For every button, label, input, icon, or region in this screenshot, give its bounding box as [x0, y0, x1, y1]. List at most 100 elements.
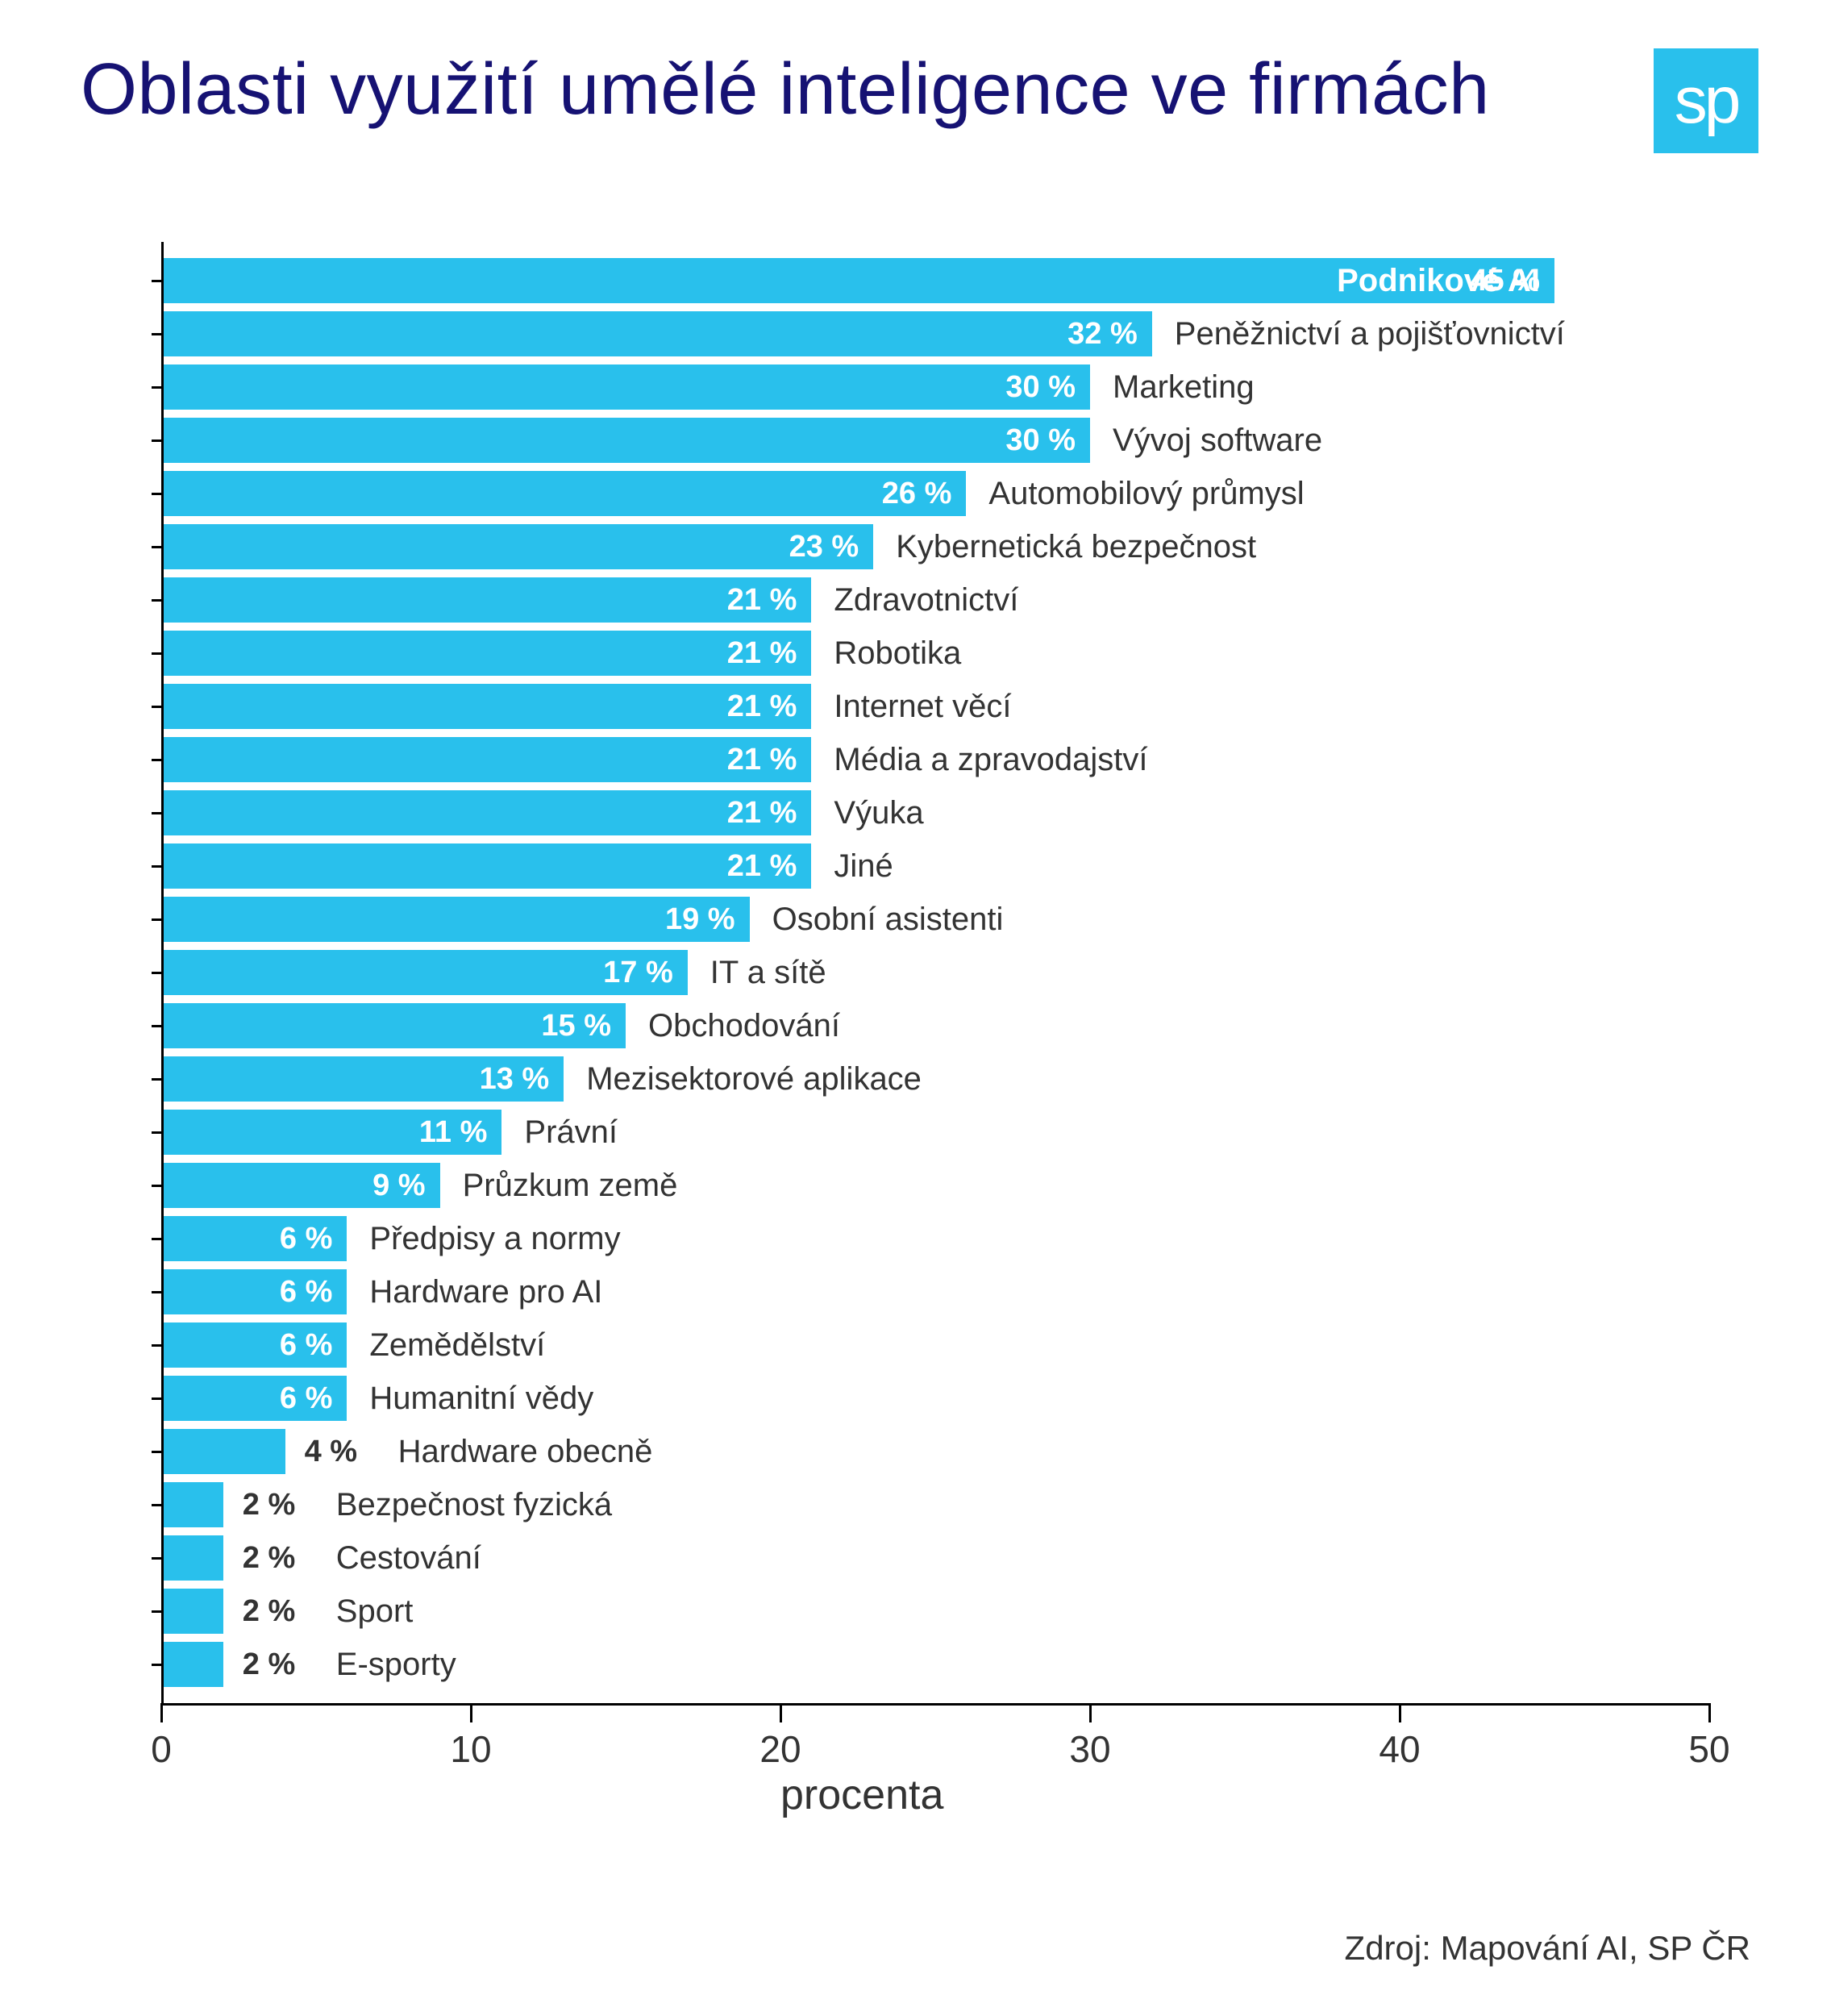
bar-value: 2 %: [231, 1642, 295, 1687]
y-tick: [152, 1291, 161, 1293]
y-tick: [152, 1078, 161, 1081]
x-tick: [1399, 1703, 1401, 1722]
bar-row: 45 %Podnikové AI: [161, 258, 1709, 303]
bars-container: 45 %Podnikové AI 32 % Peněžnictví a pojišť…: [161, 242, 1709, 1726]
x-tick: [780, 1703, 782, 1722]
bar-value: 23 %: [161, 524, 873, 569]
y-tick: [152, 1344, 161, 1347]
bar-label: Hardware pro AI: [369, 1269, 602, 1314]
x-tick: [1089, 1703, 1092, 1722]
bar-row: 9 % Průzkum země: [161, 1163, 1709, 1208]
bar-value: 32 %: [161, 311, 1152, 356]
bar-value: 13 %: [161, 1056, 564, 1102]
x-tick-label: 10: [447, 1727, 495, 1771]
y-tick: [152, 812, 161, 814]
y-tick: [152, 1131, 161, 1134]
y-tick: [152, 972, 161, 974]
bar-row: 4 %Hardware obecně: [161, 1429, 1709, 1474]
x-tick: [1708, 1703, 1711, 1722]
bar-label: Marketing: [1113, 364, 1255, 410]
y-tick: [152, 599, 161, 602]
y-tick: [152, 706, 161, 708]
x-axis: [161, 1703, 1709, 1706]
bar-label: Humanitní vědy: [369, 1376, 593, 1421]
y-tick: [152, 493, 161, 495]
bar-row: 21 %Internet věcí: [161, 684, 1709, 729]
bar-label: Osobní asistenti: [772, 897, 1004, 942]
x-tick: [160, 1703, 163, 1722]
y-tick: [152, 280, 161, 282]
bar: [161, 1642, 223, 1687]
bar-value: 21 %: [161, 684, 811, 729]
bar-label: Obchodování: [648, 1003, 840, 1048]
sp-logo: sp: [1654, 48, 1758, 153]
bar-label: Automobilový průmysl: [988, 471, 1304, 516]
bar-label: Vývoj software: [1113, 418, 1322, 463]
y-tick: [152, 1185, 161, 1187]
bar-row: 23 % Kybernetická bezpečnost: [161, 524, 1709, 569]
bar-value: 17 %: [161, 950, 688, 995]
page: Oblasti využití umělé inteligence ve fir…: [0, 0, 1831, 2016]
bar-value: 21 %: [161, 577, 811, 623]
sp-logo-text: sp: [1675, 63, 1738, 139]
bar-row: 21 %Zdravotnictví: [161, 577, 1709, 623]
x-tick-label: 40: [1375, 1727, 1424, 1771]
bar-value: 21 %: [161, 631, 811, 676]
bar-label: Podnikové AI: [161, 258, 1554, 303]
bar-value: 2 %: [231, 1535, 295, 1581]
y-tick: [152, 1397, 161, 1400]
bar-value: 9 %: [161, 1163, 440, 1208]
y-tick: [152, 439, 161, 442]
bar-row: 2 %Bezpečnost fyzická: [161, 1482, 1709, 1527]
bar-label: Sport: [336, 1589, 414, 1634]
y-tick: [152, 1451, 161, 1453]
bar-label: Hardware obecně: [398, 1429, 653, 1474]
bar-label: Bezpečnost fyzická: [336, 1482, 612, 1527]
bar-label: Předpisy a normy: [369, 1216, 620, 1261]
bar-row: 13 % Mezisektorové aplikace: [161, 1056, 1709, 1102]
bar-label: IT a sítě: [710, 950, 826, 995]
bar-label: Zemědělství: [369, 1322, 545, 1368]
bar-label: Kybernetická bezpečnost: [896, 524, 1256, 569]
bar-label: Cestování: [336, 1535, 481, 1581]
x-axis-title: procenta: [780, 1771, 943, 1819]
bar-value: 26 %: [161, 471, 966, 516]
bar-label: E-sporty: [336, 1642, 456, 1687]
bar: [161, 1589, 223, 1634]
bar-row: 21 % Robotika: [161, 631, 1709, 676]
bar-label: Průzkum země: [463, 1163, 678, 1208]
bar-label: Média a zpravodajství: [834, 737, 1147, 782]
y-tick: [152, 865, 161, 868]
y-tick: [152, 1664, 161, 1666]
x-tick-label: 0: [137, 1727, 185, 1771]
bar-row: 11 %Právní: [161, 1110, 1709, 1155]
bar: [161, 1482, 223, 1527]
bar: [161, 1535, 223, 1581]
bar-row: 21 % Média a zpravodajství: [161, 737, 1709, 782]
bar-value: 21 %: [161, 737, 811, 782]
bar-value: 6 %: [161, 1216, 347, 1261]
x-tick-label: 50: [1685, 1727, 1733, 1771]
bar-row: 6 % Humanitní vědy: [161, 1376, 1709, 1421]
y-tick: [152, 1238, 161, 1240]
bar-value: 21 %: [161, 790, 811, 835]
bar-row: 2 % E-sporty: [161, 1642, 1709, 1687]
bar: [161, 1429, 285, 1474]
bar-label: Peněžnictví a pojišťovnictví: [1175, 311, 1565, 356]
bar-label: Mezisektorové aplikace: [586, 1056, 922, 1102]
bar-value: 6 %: [161, 1376, 347, 1421]
plot-area: 45 %Podnikové AI 32 % Peněžnictví a pojišť…: [161, 242, 1709, 1726]
bar-row: 21 %Jiné: [161, 843, 1709, 889]
bar-row: 26 % Automobilový průmysl: [161, 471, 1709, 516]
y-tick: [152, 1610, 161, 1613]
bar-row: 6 % Předpisy a normy: [161, 1216, 1709, 1261]
bar-label: Jiné: [834, 843, 893, 889]
bar-chart: 45 %Podnikové AI 32 % Peněžnictví a pojišť…: [129, 242, 1709, 1831]
source-citation: Zdroj: Mapování AI, SP ČR: [1345, 1929, 1750, 1968]
bar-label: Robotika: [834, 631, 961, 676]
bar-value: 6 %: [161, 1269, 347, 1314]
bar-row: 30 %Marketing: [161, 364, 1709, 410]
y-axis: [161, 242, 164, 1703]
bar-label: Výuka: [834, 790, 923, 835]
bar-row: 15 %Obchodování: [161, 1003, 1709, 1048]
